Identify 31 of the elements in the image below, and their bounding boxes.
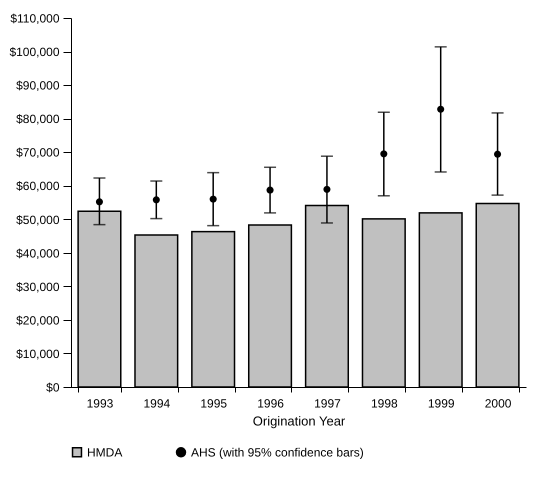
y-tick-label: $20,000 xyxy=(16,313,60,328)
x-tick-label: 1997 xyxy=(314,396,342,410)
y-tick-label: $60,000 xyxy=(16,179,60,194)
point xyxy=(266,186,274,194)
point xyxy=(96,198,103,206)
x-tick-label: 1994 xyxy=(143,396,170,410)
point xyxy=(437,106,444,113)
x-tick-label: 2000 xyxy=(484,396,512,410)
point xyxy=(494,150,502,158)
x-tick-label: 1999 xyxy=(428,396,455,410)
y-tick-label: $90,000 xyxy=(16,78,60,93)
y-tick-label: $40,000 xyxy=(16,246,60,260)
x-tick-label: 1993 xyxy=(86,396,114,410)
y-tick-label: $50,000 xyxy=(16,212,60,227)
y-tick-label: $30,000 xyxy=(16,280,60,294)
legend-label: AHS (with 95% confidence bars) xyxy=(191,445,364,460)
y-tick-label: $70,000 xyxy=(16,146,60,160)
x-tick-label: 1998 xyxy=(370,396,398,410)
point xyxy=(323,186,330,193)
legend-label: HMDA xyxy=(87,445,122,460)
point xyxy=(210,196,217,203)
y-tick-label: $80,000 xyxy=(16,112,60,126)
x-tick-label: 1996 xyxy=(257,396,284,410)
x-tick-label: 1995 xyxy=(200,396,228,410)
y-tick-label: $110,000 xyxy=(10,12,60,26)
y-tick-label: $10,000 xyxy=(16,346,60,361)
point xyxy=(380,150,388,158)
y-tick-label: $0 xyxy=(46,380,60,394)
y-tick-label: $100,000 xyxy=(9,45,60,60)
x-axis-title: Origination Year xyxy=(252,414,346,428)
point xyxy=(152,196,160,204)
